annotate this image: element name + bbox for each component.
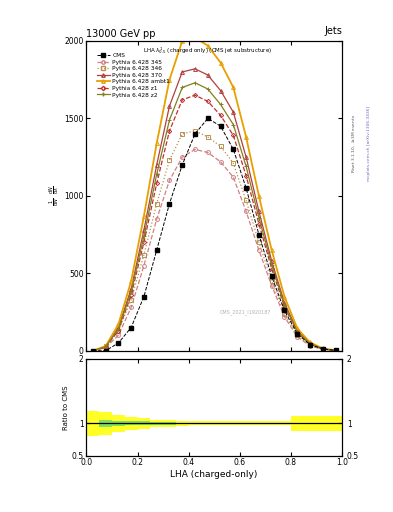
Text: CMS_2021_I1920187: CMS_2021_I1920187 bbox=[219, 310, 271, 315]
Text: mcplots.cern.ch [arXiv:1306.3436]: mcplots.cern.ch [arXiv:1306.3436] bbox=[367, 106, 371, 181]
Legend: CMS, Pythia 6.428 345, Pythia 6.428 346, Pythia 6.428 370, Pythia 6.428 ambt1, P: CMS, Pythia 6.428 345, Pythia 6.428 346,… bbox=[97, 53, 170, 97]
Text: LHA $\lambda^{1}_{0.5}$ (charged only) (CMS jet substructure): LHA $\lambda^{1}_{0.5}$ (charged only) (… bbox=[143, 46, 272, 56]
Text: Rivet 3.1.10, $\geq$3M events: Rivet 3.1.10, $\geq$3M events bbox=[350, 114, 357, 173]
X-axis label: LHA (charged-only): LHA (charged-only) bbox=[171, 470, 258, 479]
Y-axis label: $\frac{1}{\mathrm{d}N}$  $\frac{\mathrm{d}N}{\mathrm{d}\lambda}$: $\frac{1}{\mathrm{d}N}$ $\frac{\mathrm{d… bbox=[48, 185, 62, 206]
Y-axis label: Ratio to CMS: Ratio to CMS bbox=[63, 385, 69, 430]
Text: Jets: Jets bbox=[324, 26, 342, 36]
Text: 13000 GeV pp: 13000 GeV pp bbox=[86, 29, 156, 39]
